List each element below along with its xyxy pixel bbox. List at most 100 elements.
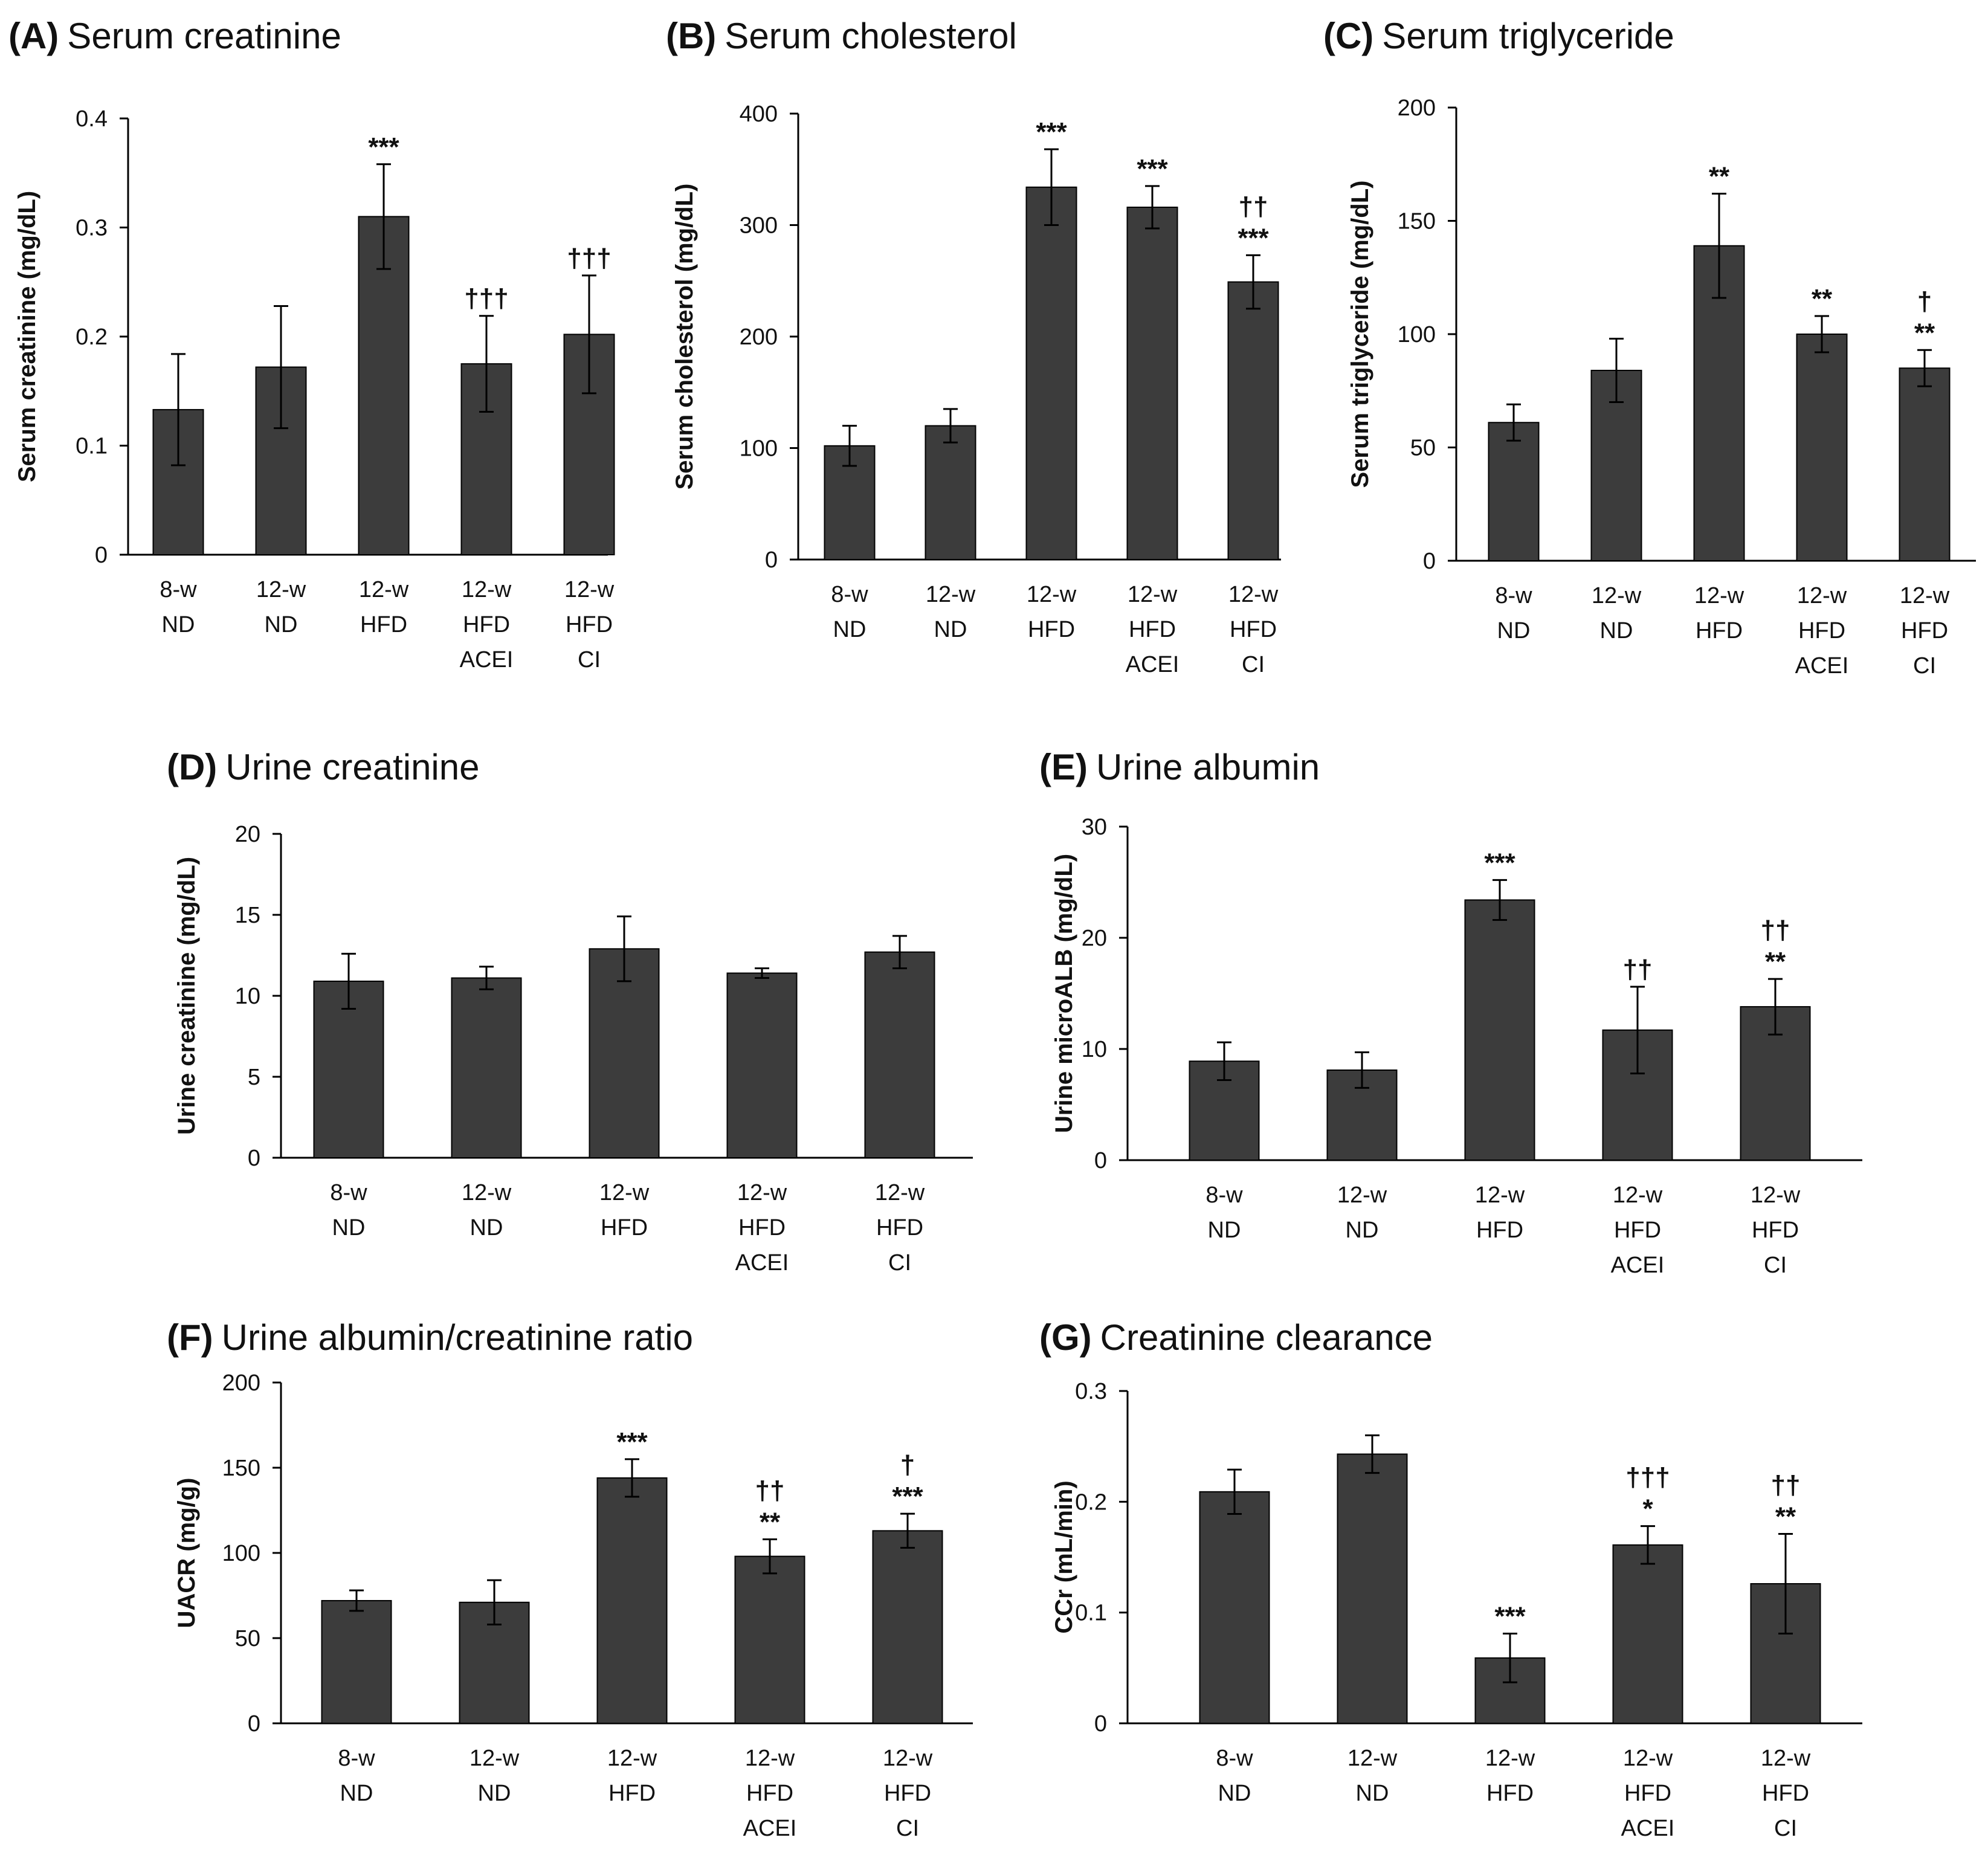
panel-g-y-tick-label: 0.1: [1075, 1601, 1107, 1626]
panel-c-y-tick-label: 50: [1410, 436, 1436, 461]
panel-e-category-label: 12-w: [1751, 1183, 1801, 1208]
panel-g-category-label: HFD: [1624, 1781, 1671, 1806]
panel-g-category-label: ND: [1356, 1781, 1389, 1806]
panel-a-y-tick-label: 0.4: [76, 106, 108, 132]
panel-b-category-label: ND: [934, 617, 967, 642]
panel-f-significance-label: †: [900, 1450, 915, 1480]
panel-a-category-label: 12-w: [256, 577, 306, 602]
panel-f-category-label: HFD: [884, 1781, 931, 1806]
panel-d-category-label: HFD: [876, 1215, 923, 1241]
panel-e-y-tick-label: 30: [1082, 815, 1107, 840]
panel-b-category-label: 12-w: [1228, 582, 1279, 607]
panel-a-significance-label: ***: [368, 132, 399, 162]
panel-f-bar: [321, 1599, 392, 1724]
panel-g-title: (G) Creatinine clearance: [1039, 1317, 1433, 1358]
panel-b-significance-label: ***: [1036, 117, 1067, 147]
panel-b-y-tick-label: 300: [740, 213, 778, 239]
panel-g-bar: [1612, 1544, 1683, 1724]
panel-d-y-tick-label: 5: [248, 1065, 260, 1090]
panel-c-y-axis-label: Serum triglyceride (mg/dL): [1347, 181, 1373, 488]
panel-d-y-tick-label: 10: [235, 984, 260, 1009]
panel-d-bar: [864, 951, 935, 1158]
panel-e-category-label: 12-w: [1475, 1183, 1525, 1208]
panel-d-bar: [589, 948, 660, 1159]
panel-e-y-tick-label: 10: [1082, 1037, 1107, 1062]
panel-b-bar: [1126, 206, 1178, 561]
panel-f-category-label: 8-w: [338, 1746, 375, 1771]
panel-d-y-tick-label: 15: [235, 903, 260, 928]
panel-b: (B) Serum cholesterol Serum cholesterol (m…: [666, 16, 1281, 677]
panel-a-title-text: Serum creatinine: [67, 16, 341, 56]
panel-f-category-label: CI: [896, 1816, 919, 1841]
panel-c-bar: [1796, 334, 1848, 561]
panel-e-significance-label: **: [1765, 947, 1786, 976]
panel-a-title: (A) Serum creatinine: [8, 16, 341, 56]
panel-c-title-text: Serum triglyceride: [1382, 16, 1674, 56]
panel-f-title: (F) Urine albumin/creatinine ratio: [167, 1317, 693, 1358]
panel-a-category-label: HFD: [463, 612, 510, 637]
panel-d-label: (D): [167, 747, 217, 787]
panel-c-category-label: ND: [1497, 618, 1531, 644]
panel-a-y-tick-label: 0: [95, 543, 108, 568]
panel-a-y-axis-label: Serum creatinine (mg/dL): [14, 191, 40, 482]
panel-e-category-label: 12-w: [1337, 1183, 1387, 1208]
panel-f: (F) Urine albumin/creatinine ratio UACR (m…: [167, 1317, 973, 1841]
panel-f-y-tick-label: 200: [222, 1370, 260, 1396]
panel-c-category-label: HFD: [1901, 618, 1948, 644]
panel-c-y-tick-label: 150: [1398, 209, 1436, 234]
panel-a-significance-label: †††: [567, 244, 611, 273]
panel-f-significance-label: ***: [616, 1427, 648, 1457]
panel-g-category-label: 12-w: [1347, 1746, 1398, 1771]
panel-d-bar: [313, 980, 384, 1158]
panel-c-y-tick-label: 100: [1398, 322, 1436, 347]
panel-f-category-label: HFD: [746, 1781, 793, 1806]
panel-e-category-label: HFD: [1476, 1218, 1523, 1243]
panel-e: (E) Urine albumin Urine microALB (mg/dL) 0 1…: [1039, 747, 1862, 1278]
panel-c: (C) Serum triglyceride Serum triglyceride …: [1323, 16, 1976, 679]
panel-g-y-tick-label: 0.2: [1075, 1489, 1107, 1515]
panel-e-title: (E) Urine albumin: [1039, 747, 1320, 787]
panel-e-title-text: Urine albumin: [1096, 747, 1320, 787]
panel-b-category-label: 12-w: [1128, 582, 1178, 607]
panel-c-category-label: ND: [1600, 618, 1633, 644]
panel-d-y-tick-label: 0: [248, 1146, 260, 1171]
panel-c-title: (C) Serum triglyceride: [1323, 16, 1674, 56]
panel-f-category-label: 12-w: [745, 1746, 795, 1771]
panel-f-category-label: ND: [340, 1781, 373, 1806]
panel-a-category-label: 8-w: [160, 577, 197, 602]
panel-e-category-label: CI: [1764, 1253, 1787, 1278]
panel-a-category-label: CI: [578, 647, 601, 673]
panel-c-bar: [1899, 367, 1951, 561]
panel-b-title-text: Serum cholesterol: [725, 16, 1017, 56]
panel-c-y-tick-label: 0: [1423, 549, 1436, 574]
panel-c-significance-label: **: [1914, 318, 1935, 347]
panel-b-y-tick-label: 200: [740, 324, 778, 350]
panel-f-significance-label: ***: [892, 1482, 923, 1511]
panel-a-category-label: ND: [162, 612, 195, 637]
panel-c-category-label: HFD: [1696, 618, 1743, 644]
panel-f-y-axis-label: UACR (mg/g): [173, 1478, 200, 1628]
panel-a-y-tick-label: 0.3: [76, 216, 108, 241]
panel-c-category-label: HFD: [1798, 618, 1845, 644]
panel-a-category-label: 12-w: [462, 577, 512, 602]
panel-g-category-label: 12-w: [1623, 1746, 1673, 1771]
panel-d-category-label: 12-w: [737, 1180, 787, 1205]
panel-b-category-label: HFD: [1028, 617, 1075, 642]
panel-g-category-label: 12-w: [1485, 1746, 1535, 1771]
panel-f-category-label: 12-w: [607, 1746, 657, 1771]
panel-a-significance-label: †††: [464, 284, 508, 314]
panel-b-significance-label: ***: [1238, 223, 1269, 253]
panel-d-category-label: ND: [332, 1215, 366, 1241]
panel-g-bar: [1199, 1491, 1270, 1724]
panel-b-y-axis-label: Serum cholesterol (mg/dL): [671, 184, 698, 490]
panel-a-category-label: ND: [265, 612, 298, 637]
panel-g-category-label: ACEI: [1621, 1816, 1675, 1841]
panel-d-category-label: CI: [888, 1250, 911, 1276]
panel-f-category-label: ND: [478, 1781, 511, 1806]
panel-e-category-label: 12-w: [1613, 1183, 1663, 1208]
panel-f-label: (F): [167, 1317, 213, 1358]
panel-f-category-label: 12-w: [470, 1746, 520, 1771]
panel-f-category-label: HFD: [608, 1781, 656, 1806]
panel-g-significance-label: ***: [1494, 1602, 1526, 1631]
